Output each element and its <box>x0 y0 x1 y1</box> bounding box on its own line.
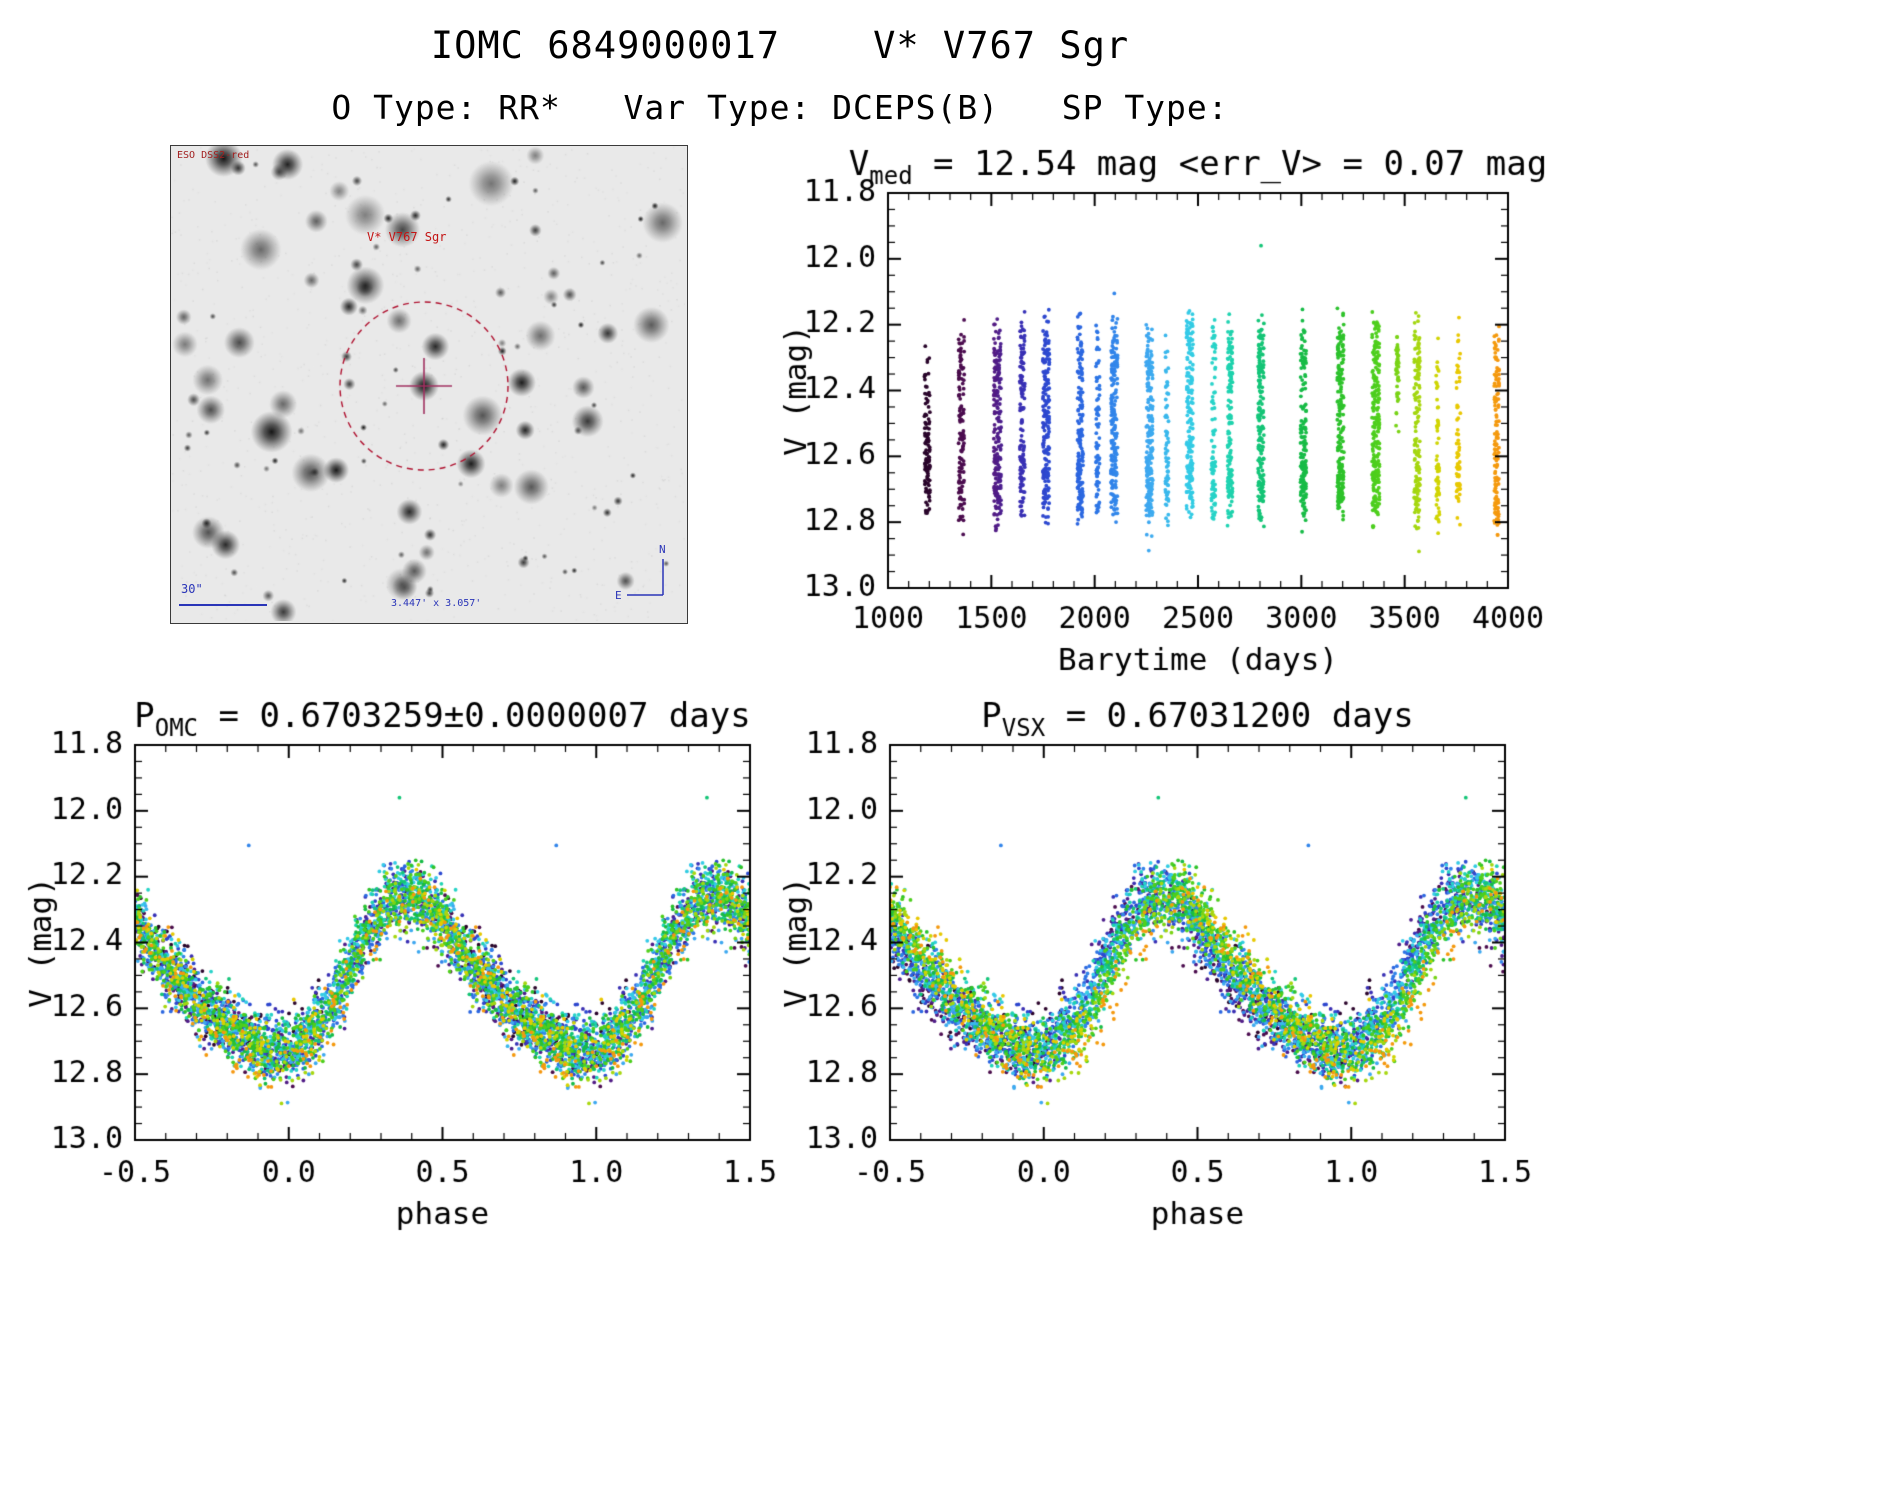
finder-chart: ESO DSS2-red V* V767 Sgr 30" 3.447' x 3.… <box>170 145 688 624</box>
phase-chart-vsx <box>770 695 1560 1260</box>
scale-label: 30" <box>181 582 203 596</box>
page-title: IOMC 6849000017 V* V767 Sgr <box>430 24 1130 67</box>
fov-label: 3.447' x 3.057' <box>391 598 482 609</box>
header: IOMC 6849000017 V* V767 Sgr O Type: RR* … <box>0 0 1560 127</box>
phase-chart-omc <box>15 695 805 1260</box>
compass-north-label: N <box>659 543 666 556</box>
timeseries-chart <box>770 135 1560 680</box>
finder-sky-image <box>171 146 685 621</box>
survey-label: ESO DSS2-red <box>177 150 250 161</box>
compass-rose: N E <box>615 543 666 602</box>
compass-east-label: E <box>615 589 622 602</box>
star-label: V* V767 Sgr <box>367 230 447 244</box>
scale-bar <box>179 604 267 606</box>
page-subtitle: O Type: RR* Var Type: DCEPS(B) SP Type: <box>331 88 1229 127</box>
